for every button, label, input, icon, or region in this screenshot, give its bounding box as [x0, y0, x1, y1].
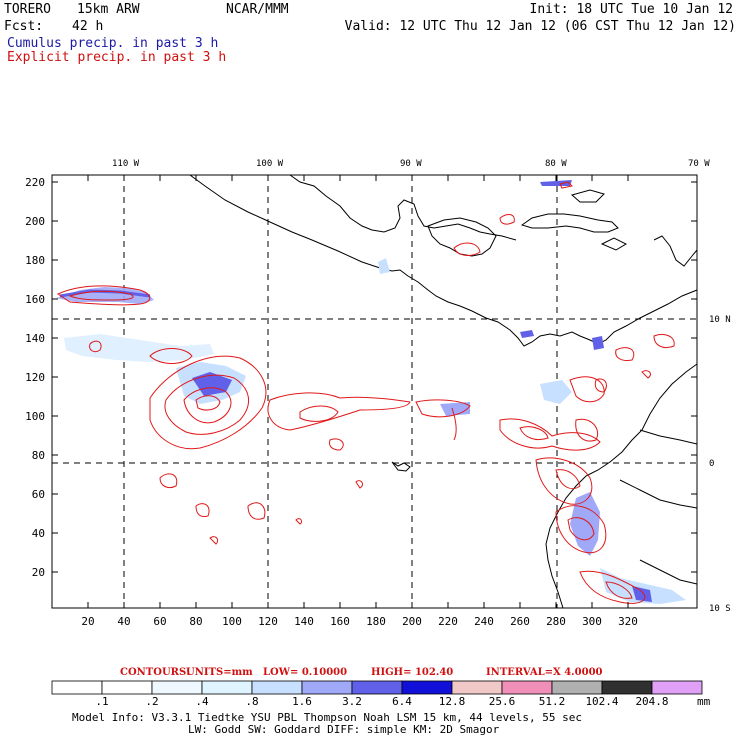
lon-label: 80 W — [545, 159, 567, 169]
latlon-grid — [52, 175, 697, 608]
y-tick-label: 40 — [32, 527, 45, 540]
x-tick-label: 80 — [189, 615, 202, 628]
x-tick-label: 40 — [117, 615, 130, 628]
forecast-label: Fcst: — [4, 19, 44, 34]
forecast-hours: 42 h — [72, 19, 104, 34]
colorbar-swatch — [201, 680, 253, 695]
x-tick-label: 260 — [510, 615, 530, 628]
colorbar-label: 25.6 — [489, 695, 516, 708]
model-physics: LW: Godd SW: Goddard DIFF: simple KM: 2D… — [188, 723, 500, 736]
lon-label: 100 W — [256, 159, 284, 169]
colorbar-swatch — [451, 680, 503, 695]
y-tick-label: 180 — [25, 254, 45, 267]
x-axis: 20 40 60 80 100 120 140 160 180 200 220 240 260 280 30… — [81, 175, 638, 628]
x-tick-label: 100 — [222, 615, 242, 628]
colorbar-label: .1 — [95, 695, 108, 708]
colorbar-swatch — [301, 680, 353, 695]
x-tick-label: 140 — [294, 615, 314, 628]
colorbar-swatch — [401, 680, 453, 695]
colorbar-swatch — [151, 680, 203, 695]
colorbar-label: 3.2 — [342, 695, 362, 708]
init-time: Init: 18 UTC Tue 10 Jan 12 — [529, 2, 734, 17]
colorbar-unit: mm — [697, 695, 711, 708]
contours-low: LOW= 0.10000 — [263, 667, 348, 678]
valid-time: Valid: 12 UTC Thu 12 Jan 12 (06 CST Thu … — [344, 19, 736, 34]
y-tick-label: 80 — [32, 449, 45, 462]
x-tick-label: 60 — [153, 615, 166, 628]
colorbar-swatch — [351, 680, 403, 695]
map-frame — [51, 174, 698, 609]
lon-label: 110 W — [112, 159, 140, 169]
colorbar-swatch — [651, 680, 703, 695]
colorbar-label: 204.8 — [635, 695, 668, 708]
model-resolution: 15km ARW — [77, 2, 140, 17]
colorbar-swatch — [251, 680, 303, 695]
contours-high: HIGH= 102.40 — [371, 667, 454, 678]
lat-label: 10 N — [709, 315, 731, 325]
colorbar-swatch — [551, 680, 603, 695]
x-tick-label: 240 — [474, 615, 494, 628]
x-tick-label: 320 — [618, 615, 638, 628]
field-cumulus-label: Cumulus precip. in past 3 h — [7, 36, 219, 51]
explicit-precip-contours — [56, 181, 675, 604]
colorbar-label: 1.6 — [292, 695, 312, 708]
coastlines — [189, 174, 698, 609]
y-axis: 20 40 60 80 100 120 140 160 180 200 220 — [25, 176, 697, 579]
lon-labels: 110 W 100 W 90 W 80 W 70 W — [112, 159, 710, 169]
contours-units: UNITS=mm — [186, 667, 253, 678]
y-tick-label: 100 — [25, 410, 45, 423]
y-tick-label: 140 — [25, 332, 45, 345]
lat-label: 10 S — [709, 604, 731, 614]
lat-label: 0 — [709, 459, 714, 469]
contours-interval: INTERVAL=X 4.0000 — [486, 667, 603, 678]
colorbar-swatch — [51, 680, 103, 695]
colorbar-swatch — [601, 680, 653, 695]
colorbar-label: 12.8 — [439, 695, 466, 708]
cumulus-precip — [56, 180, 686, 604]
colorbar-swatch — [101, 680, 153, 695]
organization: NCAR/MMM — [226, 2, 289, 17]
y-tick-label: 220 — [25, 176, 45, 189]
colorbar-swatch — [501, 680, 553, 695]
y-tick-label: 60 — [32, 488, 45, 501]
y-tick-label: 160 — [25, 293, 45, 306]
x-tick-label: 120 — [258, 615, 278, 628]
model-name: TORERO — [4, 2, 51, 17]
colorbar: .1 .2 .4 .8 1.6 3.2 6.4 12.8 25.6 51.2 102.4 204.8 — [51, 680, 703, 708]
x-tick-label: 20 — [81, 615, 94, 628]
x-tick-label: 280 — [546, 615, 566, 628]
lon-label: 90 W — [400, 159, 422, 169]
colorbar-label: 6.4 — [392, 695, 412, 708]
y-tick-label: 200 — [25, 215, 45, 228]
contours-label: CONTOURS: — [120, 667, 190, 678]
y-tick-label: 20 — [32, 566, 45, 579]
x-tick-label: 220 — [438, 615, 458, 628]
colorbar-label: .4 — [195, 695, 209, 708]
model-info: Model Info: V3.3.1 Tiedtke YSU PBL Thomp… — [72, 711, 582, 724]
field-explicit-label: Explicit precip. in past 3 h — [7, 50, 227, 65]
colorbar-label: 51.2 — [539, 695, 566, 708]
x-tick-label: 300 — [582, 615, 602, 628]
x-tick-label: 160 — [330, 615, 350, 628]
x-tick-label: 180 — [366, 615, 386, 628]
y-tick-label: 120 — [25, 371, 45, 384]
colorbar-label: 102.4 — [585, 695, 618, 708]
colorbar-label: .2 — [145, 695, 158, 708]
lat-labels: 10 N 0 10 S — [709, 315, 731, 614]
x-tick-label: 200 — [402, 615, 422, 628]
colorbar-label: .8 — [245, 695, 258, 708]
lon-label: 70 W — [688, 159, 710, 169]
